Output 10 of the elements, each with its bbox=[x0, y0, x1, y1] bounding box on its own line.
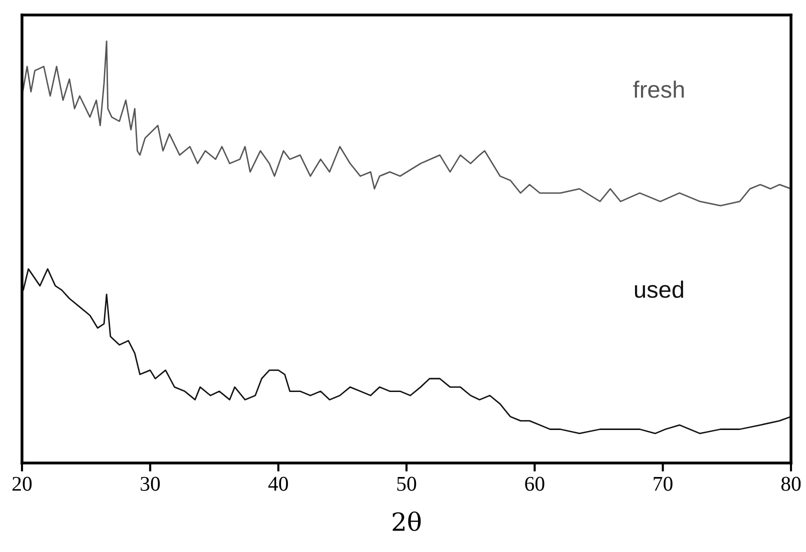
x-tick-label: 80 bbox=[781, 476, 801, 491]
x-tick-label: 30 bbox=[140, 476, 160, 491]
x-tick-label: 50 bbox=[397, 476, 416, 491]
x-axis-title: 2θ bbox=[392, 511, 421, 532]
text: used bbox=[634, 280, 684, 298]
x-tick-label: 20 bbox=[12, 476, 32, 491]
x-tick-label: 40 bbox=[268, 476, 288, 491]
text: fresh bbox=[633, 80, 684, 98]
x-tick-label: 70 bbox=[654, 476, 672, 491]
x-tick-label: 60 bbox=[525, 476, 544, 491]
